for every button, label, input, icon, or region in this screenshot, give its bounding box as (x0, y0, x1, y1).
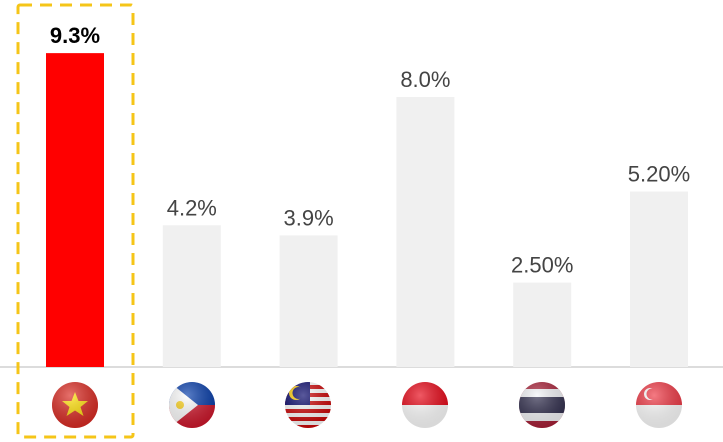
flag-vietnam (52, 382, 98, 428)
value-label: 5.20% (628, 162, 690, 187)
bar (279, 235, 338, 367)
flag-malaysia (285, 382, 331, 428)
highlight-box (16, 3, 135, 439)
flag-philippines (169, 382, 215, 428)
value-label: 4.2% (167, 195, 217, 220)
value-label: 9.3% (50, 23, 100, 48)
value-label: 8.0% (400, 67, 450, 92)
flags (52, 382, 682, 428)
flag-singapore (636, 382, 682, 428)
bar (162, 225, 221, 367)
value-label: 3.9% (284, 205, 334, 230)
bar (630, 191, 688, 367)
value-label: 2.50% (511, 253, 573, 278)
bar (46, 53, 104, 367)
bar (513, 282, 572, 367)
flag-indonesia (402, 382, 448, 428)
bar (396, 97, 455, 367)
flag-thailand (519, 382, 565, 428)
